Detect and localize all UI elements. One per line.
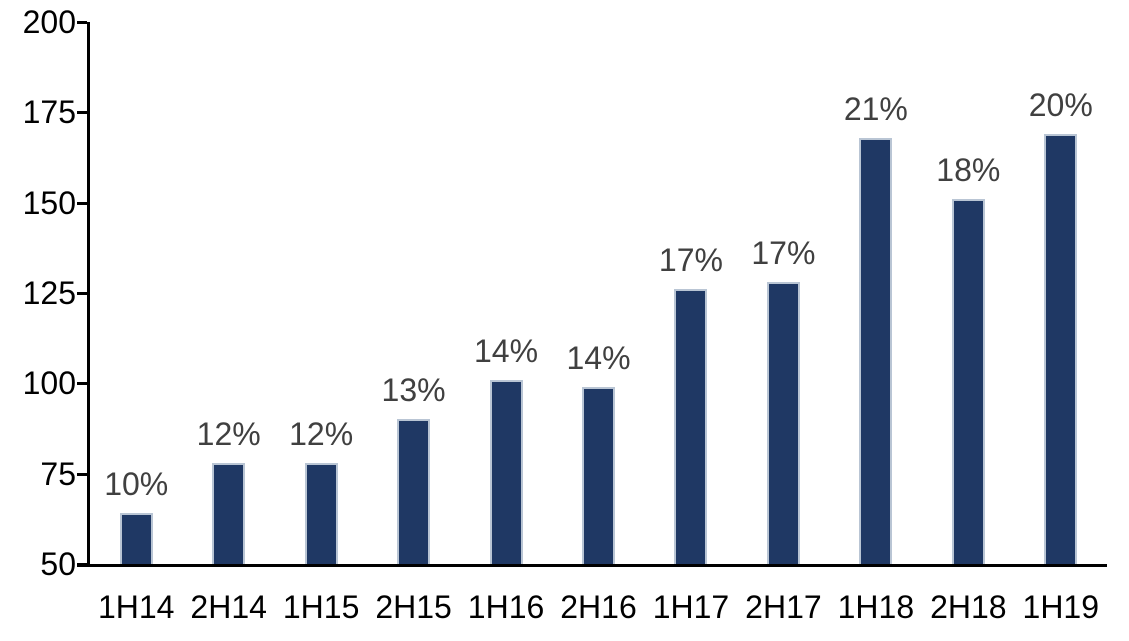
bar-1H17 — [674, 289, 708, 564]
x-axis-label: 2H14 — [190, 589, 267, 625]
x-axis-label: 2H16 — [560, 589, 637, 625]
y-axis-tick — [77, 382, 87, 386]
y-axis-tick — [77, 472, 87, 476]
bar-1H15 — [304, 462, 338, 564]
y-axis-tick — [77, 201, 87, 205]
y-axis-tick — [77, 111, 87, 115]
x-axis-label: 2H15 — [375, 589, 452, 625]
x-axis-label: 1H18 — [837, 589, 915, 625]
y-axis-tick-label: 200 — [22, 4, 76, 40]
x-axis-label: 1H16 — [467, 589, 545, 625]
bar-data-label: 12% — [196, 415, 261, 452]
y-axis-line — [87, 22, 90, 567]
bar-2H14 — [212, 462, 246, 564]
bar-data-label: 14% — [474, 332, 539, 369]
y-axis-tick-label: 175 — [22, 94, 76, 131]
x-axis-label: 1H15 — [282, 589, 360, 625]
bar-data-label: 20% — [1028, 87, 1093, 123]
x-axis-line — [77, 564, 1107, 567]
bar-1H14 — [119, 513, 153, 564]
y-axis-tick-label: 100 — [22, 365, 76, 402]
x-axis-label: 2H17 — [745, 589, 822, 625]
bar-data-label: 10% — [104, 466, 169, 503]
bar-data-label: 17% — [658, 242, 723, 279]
bar-data-label: 12% — [289, 415, 354, 452]
bar-2H18 — [951, 199, 985, 564]
y-axis-tick-label: 150 — [22, 184, 76, 221]
y-axis-tick-label: 125 — [22, 275, 76, 311]
bar-2H17 — [766, 282, 800, 564]
bar-data-label: 14% — [566, 339, 631, 376]
y-axis-tick — [77, 563, 87, 566]
x-axis-label: 1H14 — [97, 589, 175, 625]
y-axis-tick-label: 50 — [40, 546, 76, 582]
x-axis-label: 2H18 — [930, 589, 1007, 625]
bar-1H19 — [1044, 134, 1078, 564]
bar-data-label: 18% — [936, 152, 1001, 189]
x-axis-label: 1H17 — [652, 589, 730, 625]
bar-1H16 — [489, 379, 523, 564]
y-axis-tick — [77, 292, 87, 295]
bar-data-label: 13% — [381, 372, 446, 409]
x-axis-label: 1H19 — [1022, 589, 1100, 625]
bar-2H15 — [397, 419, 431, 564]
y-axis-tick — [77, 21, 87, 24]
bar-data-label: 17% — [751, 235, 816, 272]
bar-1H18 — [859, 137, 893, 564]
y-axis-tick-label: 75 — [40, 455, 76, 492]
bar-data-label: 21% — [843, 90, 908, 127]
bar-2H16 — [582, 386, 615, 564]
